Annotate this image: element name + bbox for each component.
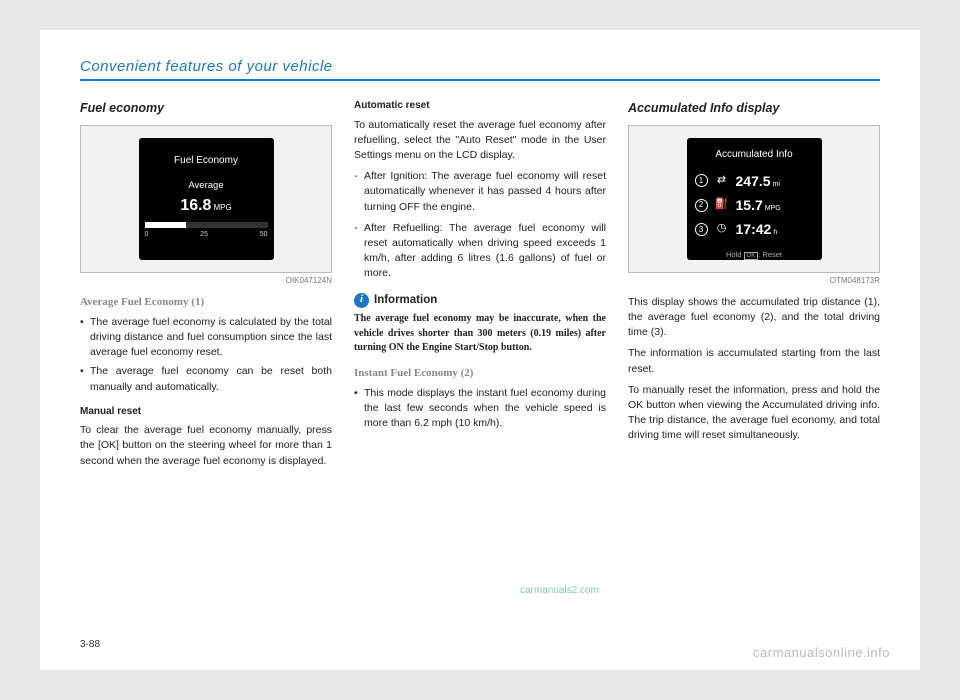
auto-dash-list: After Ignition: The average fuel economy… [354, 169, 606, 282]
manual-page: Convenient features of your vehicle Fuel… [40, 30, 920, 670]
watermark-gray: carmanualsonline.info [753, 645, 890, 660]
instant-bullet: This mode displays the instant fuel econ… [354, 386, 606, 432]
info-body: The average fuel economy may be inaccura… [354, 312, 606, 356]
instant-bullets: This mode displays the instant fuel econ… [354, 386, 606, 432]
manual-reset-title: Manual reset [80, 405, 332, 420]
avg-bullets: The average fuel economy is calculated b… [80, 315, 332, 395]
bullet-1: The average fuel economy is calculated b… [80, 315, 332, 361]
hold-prefix: Hold [726, 250, 741, 259]
columns: Fuel economy Fuel Economy Average 16.8MP… [80, 99, 880, 475]
fuel-icon: ⛽ [714, 197, 730, 213]
tick-1: 25 [200, 230, 208, 240]
acc-p2: The information is accumulated starting … [628, 346, 880, 376]
watermark-green: carmanuals2.com [520, 585, 599, 596]
acc-row-3: 3 ◷ 17:42h [695, 219, 814, 239]
avg-fuel-title: Average Fuel Economy (1) [80, 295, 332, 311]
fuel-gauge [145, 222, 268, 228]
fuel-value: 16.8MPG [180, 194, 231, 217]
dash-2: After Refuelling: The average fuel econo… [354, 221, 606, 282]
fuel-screen: Fuel Economy Average 16.8MPG 0 25 50 [139, 138, 274, 260]
acc-num-1: 1 [695, 174, 708, 187]
section-header: Convenient features of your vehicle [80, 58, 880, 75]
clock-icon: ◷ [714, 221, 730, 237]
fuel-screen-label: Fuel Economy [174, 154, 238, 169]
column-1: Fuel economy Fuel Economy Average 16.8MP… [80, 99, 332, 475]
acc-screen-title: Accumulated Info [695, 148, 814, 163]
fuel-economy-title: Fuel economy [80, 99, 332, 117]
instant-title: Instant Fuel Economy (2) [354, 366, 606, 382]
acc-row-2: 2 ⛽ 15.7MPG [695, 195, 814, 215]
bullet-2: The average fuel economy can be reset bo… [80, 364, 332, 394]
info-header: i Information [354, 292, 606, 309]
acc-p3: To manually reset the information, press… [628, 383, 880, 444]
dash-1: After Ignition: The average fuel economy… [354, 169, 606, 215]
manual-reset-body: To clear the average fuel economy manual… [80, 423, 332, 469]
auto-reset-body: To automatically reset the average fuel … [354, 118, 606, 164]
fuel-value-num: 16.8 [180, 197, 211, 214]
acc-unit-3: h [773, 229, 777, 236]
info-title: Information [374, 292, 437, 309]
acc-unit-2: MPG [765, 205, 781, 212]
tick-0: 0 [145, 230, 149, 240]
ok-box: OK [744, 252, 759, 260]
trip-icon: ⇄ [714, 173, 730, 189]
acc-val-2: 15.7 [736, 197, 763, 213]
gauge-labels: 0 25 50 [145, 230, 268, 240]
acc-num-3: 3 [695, 223, 708, 236]
hold-suffix: : Reset [758, 250, 782, 259]
fuel-screen-box: Fuel Economy Average 16.8MPG 0 25 50 [80, 125, 332, 273]
info-icon: i [354, 293, 369, 308]
page-number: 3-88 [80, 639, 100, 650]
tick-2: 50 [260, 230, 268, 240]
fuel-avg-label: Average [188, 179, 223, 193]
auto-reset-title: Automatic reset [354, 99, 606, 114]
header-divider [80, 79, 880, 81]
fuel-value-unit: MPG [213, 203, 231, 212]
acc-screen: Accumulated Info 1 ⇄ 247.5mi 2 ⛽ 15.7MPG… [687, 138, 822, 260]
acc-screen-box: Accumulated Info 1 ⇄ 247.5mi 2 ⛽ 15.7MPG… [628, 125, 880, 273]
column-2: Automatic reset To automatically reset t… [354, 99, 606, 475]
acc-unit-1: mi [773, 181, 780, 188]
acc-val-3: 17:42 [736, 221, 772, 237]
acc-hold-hint: Hold OK: Reset [695, 250, 814, 261]
acc-info-title: Accumulated Info display [628, 99, 880, 117]
acc-p1: This display shows the accumulated trip … [628, 295, 880, 341]
column-3: Accumulated Info display Accumulated Inf… [628, 99, 880, 475]
screen-code-3: OTM048173R [628, 275, 880, 287]
acc-num-2: 2 [695, 199, 708, 212]
screen-code-1: OIK047124N [80, 275, 332, 287]
acc-val-1: 247.5 [736, 173, 771, 189]
fuel-gauge-fill [145, 222, 187, 228]
acc-row-1: 1 ⇄ 247.5mi [695, 171, 814, 191]
